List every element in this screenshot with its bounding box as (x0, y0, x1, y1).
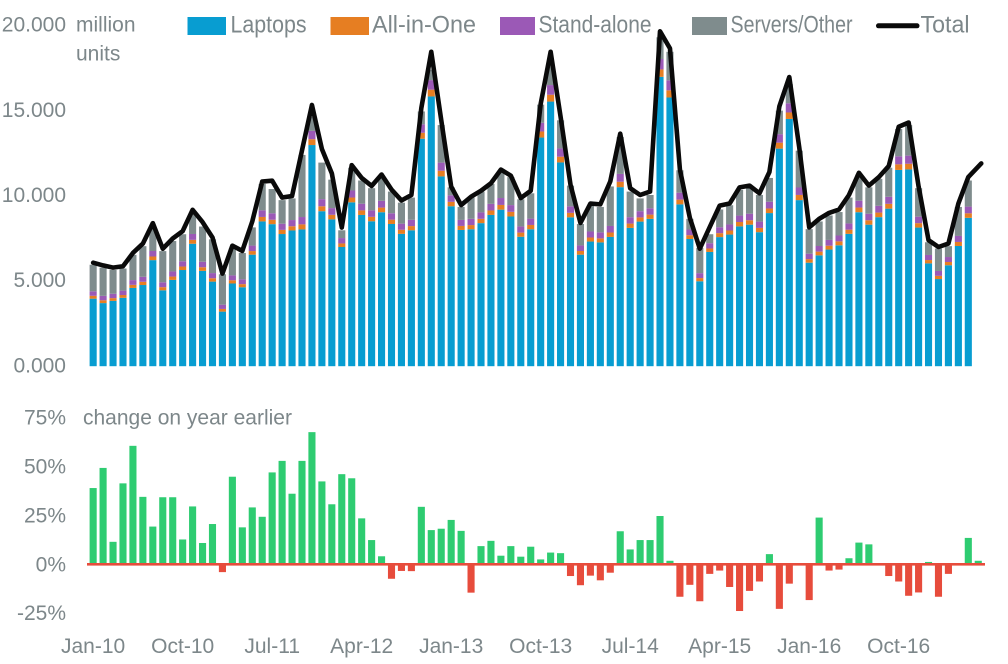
svg-text:Jan-16: Jan-16 (777, 635, 841, 658)
svg-text:0.000: 0.000 (13, 355, 66, 378)
svg-text:Servers/Other: Servers/Other (731, 12, 853, 39)
svg-text:Jul-14: Jul-14 (602, 635, 660, 658)
svg-text:50%: 50% (24, 456, 66, 479)
svg-text:Jan-10: Jan-10 (61, 635, 125, 658)
svg-text:units: units (76, 43, 120, 66)
svg-text:Apr-15: Apr-15 (688, 635, 751, 658)
svg-text:Total: Total (921, 12, 970, 39)
svg-text:75%: 75% (24, 407, 66, 430)
svg-text:change on year earlier: change on year earlier (83, 407, 292, 430)
svg-text:25%: 25% (24, 504, 66, 527)
svg-text:20.000: 20.000 (2, 14, 66, 37)
svg-text:Jul-11: Jul-11 (244, 635, 300, 658)
svg-text:5.000: 5.000 (13, 269, 66, 292)
svg-text:Stand-alone: Stand-alone (539, 12, 652, 39)
svg-text:15.000: 15.000 (2, 99, 66, 122)
svg-text:million: million (76, 14, 136, 37)
svg-text:Oct-16: Oct-16 (867, 635, 930, 658)
svg-text:Apr-12: Apr-12 (330, 635, 393, 658)
svg-text:Oct-10: Oct-10 (151, 635, 214, 658)
svg-text:-25%: -25% (17, 602, 66, 625)
svg-text:0%: 0% (36, 553, 66, 576)
svg-text:Laptops: Laptops (231, 12, 307, 39)
svg-text:All-in-One: All-in-One (372, 12, 476, 39)
svg-text:Oct-13: Oct-13 (509, 635, 572, 658)
svg-text:10.000: 10.000 (2, 184, 66, 207)
svg-text:Jan-13: Jan-13 (419, 635, 483, 658)
